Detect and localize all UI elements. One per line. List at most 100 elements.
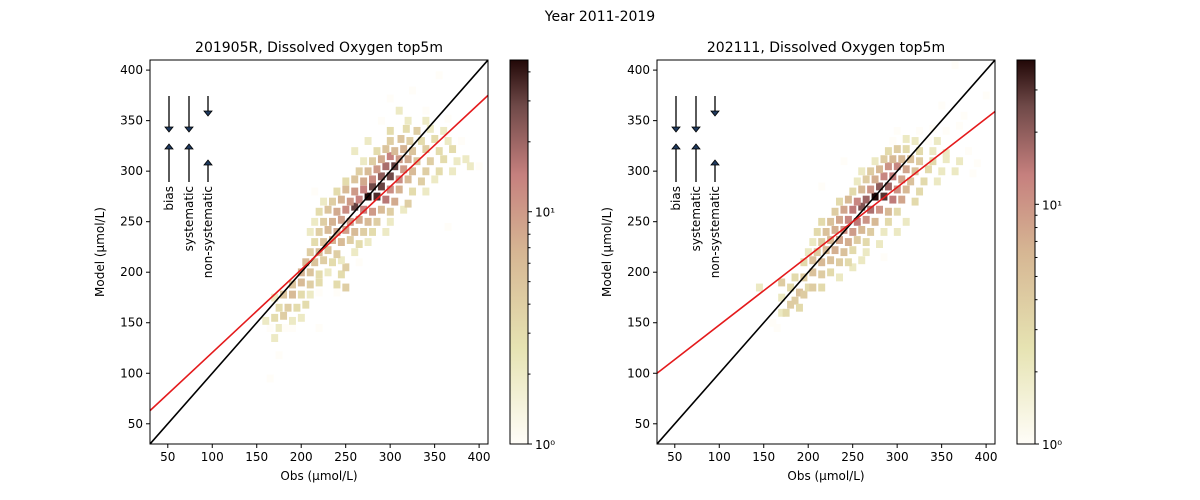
heatmap-cell <box>951 167 959 176</box>
heatmap-cell <box>862 215 870 224</box>
heatmap-cell <box>902 185 910 194</box>
heatmap-cell <box>836 273 843 282</box>
heatmap-cell <box>818 283 826 292</box>
heatmap-cell <box>382 162 390 171</box>
heatmap-cell <box>320 238 328 246</box>
heatmap-cell <box>413 126 421 135</box>
heatmap-cell <box>435 147 443 156</box>
heatmap-cell <box>329 217 336 226</box>
heatmap-cell <box>831 225 839 234</box>
heatmap-cell <box>351 175 359 184</box>
heatmap-cell <box>342 225 350 234</box>
heatmap-cell <box>351 147 359 156</box>
heatmap-cell <box>377 172 385 181</box>
heatmap-cell <box>409 167 417 176</box>
arrow-label: non-systematic <box>708 186 722 278</box>
x-tick-label: 350 <box>423 450 446 464</box>
heatmap-cell <box>337 270 345 279</box>
heatmap-cell <box>849 205 857 214</box>
heatmap-cell <box>391 147 399 156</box>
heatmap-cell <box>404 199 412 208</box>
x-tick-label: 50 <box>160 450 175 464</box>
heatmap-cell <box>297 278 305 287</box>
heatmap-cell <box>898 175 906 184</box>
heatmap-cell <box>916 126 924 135</box>
heatmap-cell <box>377 116 385 125</box>
heatmap-cell <box>409 86 417 95</box>
heatmap-cell <box>844 195 852 204</box>
colorbar: 10¹ 10⁰ <box>1016 59 1062 452</box>
heatmap-cell <box>315 278 323 287</box>
heatmap-cell <box>342 283 350 292</box>
heatmap-cell <box>755 283 763 292</box>
y-tick-label: 250 <box>120 215 143 229</box>
heatmap-cell <box>404 175 412 184</box>
heatmap-cell <box>333 288 341 297</box>
heatmap-cell <box>871 157 879 166</box>
x-tick-label: 400 <box>975 450 998 464</box>
heatmap-cell <box>337 215 345 224</box>
fit-line <box>657 110 995 374</box>
heatmap-cell <box>320 217 328 226</box>
heatmap-cell <box>844 238 852 246</box>
heatmap-cell <box>431 135 439 143</box>
heatmap-cell <box>440 155 448 164</box>
heatmap-cell <box>844 215 852 224</box>
heatmap-cell <box>876 182 884 191</box>
heatmap-cell <box>858 225 866 234</box>
x-tick-label: 250 <box>841 450 864 464</box>
x-tick-label: 200 <box>797 450 820 464</box>
heatmap-cell <box>462 155 470 164</box>
heatmap-cell <box>409 187 417 196</box>
x-axis-label: Obs (µmol/L) <box>787 469 864 483</box>
heatmap-cell <box>818 270 826 279</box>
heatmap-cell <box>916 157 924 166</box>
heatmap-cell <box>769 318 777 327</box>
heatmap-cell <box>809 256 817 265</box>
heatmap-cell <box>360 177 368 186</box>
heatmap-cell <box>315 228 323 236</box>
heatmap-cell <box>902 165 910 174</box>
heatmap-cell <box>315 288 323 297</box>
y-tick-label: 200 <box>627 265 650 279</box>
heatmap-cell <box>884 217 892 226</box>
heatmap-cell <box>391 197 399 206</box>
heatmap-cell <box>288 280 296 289</box>
heatmap-cell <box>791 296 799 305</box>
heatmap-cell <box>911 197 919 206</box>
heatmap-cell <box>862 195 870 204</box>
heatmap-cell <box>346 236 354 244</box>
heatmap-cell <box>827 256 835 265</box>
y-tick-label: 100 <box>120 366 143 380</box>
heatmap-cell <box>849 187 857 196</box>
heatmap-cell <box>933 137 941 145</box>
heatmap-cell <box>386 152 394 161</box>
heatmap-cell <box>827 236 835 244</box>
heatmap-cell <box>360 205 368 214</box>
heatmap-cell <box>297 313 305 322</box>
heatmap-cell <box>364 238 372 246</box>
y-tick-label: 400 <box>627 63 650 77</box>
heatmap-cell <box>342 263 350 272</box>
fit-line <box>150 94 488 412</box>
heatmap-cell <box>836 215 843 224</box>
heatmap-cell <box>280 290 288 299</box>
heatmap-cell <box>787 300 795 309</box>
heatmap-cell <box>831 246 839 255</box>
heatmap-cell <box>271 334 279 342</box>
heatmap-cell <box>422 106 430 115</box>
heatmap-cell <box>324 268 332 277</box>
heatmap-cell <box>360 157 368 166</box>
y-tick-label: 300 <box>120 164 143 178</box>
x-tick-label: 300 <box>379 450 402 464</box>
heatmap-cell <box>809 283 817 292</box>
heatmap-cell <box>862 238 870 246</box>
error-arrow-nonsystematic: non-systematic <box>708 96 722 278</box>
heatmap-cell <box>293 303 301 312</box>
x-tick-label: 300 <box>886 450 909 464</box>
heatmap-cell <box>862 175 870 184</box>
x-tick-label: 100 <box>708 450 731 464</box>
colorbar-tick-label: 10¹ <box>1042 198 1062 212</box>
heatmap-cell <box>440 126 448 135</box>
heatmap-cell <box>898 155 906 164</box>
